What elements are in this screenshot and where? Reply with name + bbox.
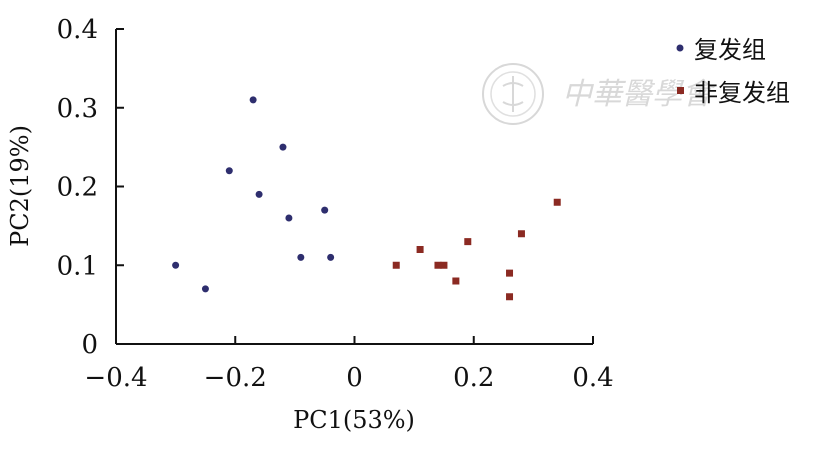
legend: 复发组 非复发组 — [676, 36, 790, 107]
y-tick-label: 0.3 — [57, 94, 98, 124]
watermark: 中華醫學會 — [482, 63, 716, 125]
data-point-relapse — [327, 253, 335, 261]
data-point-relapse — [255, 190, 263, 198]
data-point-nonrelapse — [506, 293, 514, 301]
x-tick-label: 0.2 — [453, 363, 494, 393]
x-tick-label: 0 — [346, 363, 363, 393]
watermark-emblem — [482, 63, 544, 125]
x-axis-title: PC1(53%) — [293, 406, 415, 434]
x-tick-label: 0.4 — [572, 363, 613, 393]
legend-marker-nonrelapse — [677, 87, 684, 94]
data-point-relapse — [225, 167, 233, 175]
data-point-nonrelapse — [416, 246, 424, 253]
data-point-nonrelapse — [452, 277, 460, 285]
data-point-relapse — [285, 214, 293, 222]
y-tick-label: 0 — [81, 330, 98, 360]
data-point-nonrelapse — [517, 230, 525, 238]
data-point-relapse — [201, 285, 209, 293]
data-point-relapse — [172, 261, 180, 269]
legend-label-nonrelapse: 非复发组 — [694, 79, 790, 107]
data-point-nonrelapse — [392, 261, 400, 269]
y-axis-ticks: 0 0.1 0.2 0.3 0.4 — [57, 15, 124, 360]
y-tick-label: 0.4 — [57, 15, 98, 45]
data-point-relapse — [321, 206, 329, 214]
watermark-text: 中華醫學會 — [562, 77, 716, 112]
y-tick-label: 0.2 — [57, 173, 98, 203]
data-point-relapse — [249, 96, 257, 104]
data-point-nonrelapse — [440, 261, 448, 269]
data-point-relapse — [297, 253, 305, 261]
x-tick-label: −0.2 — [204, 363, 267, 393]
data-point-nonrelapse — [434, 261, 442, 269]
y-tick-label: 0.1 — [57, 251, 98, 281]
x-axis-ticks: −0.4 −0.2 0 0.2 0.4 — [84, 336, 614, 393]
x-tick-label: −0.4 — [84, 363, 147, 393]
data-point-nonrelapse — [553, 198, 561, 206]
y-axis-title: PC2(19%) — [6, 125, 34, 247]
data-point-nonrelapse — [464, 238, 472, 246]
data-point-relapse — [279, 143, 287, 151]
legend-label-relapse: 复发组 — [694, 36, 766, 64]
legend-marker-relapse — [676, 44, 684, 52]
data-points — [172, 96, 561, 301]
data-point-nonrelapse — [506, 269, 514, 277]
